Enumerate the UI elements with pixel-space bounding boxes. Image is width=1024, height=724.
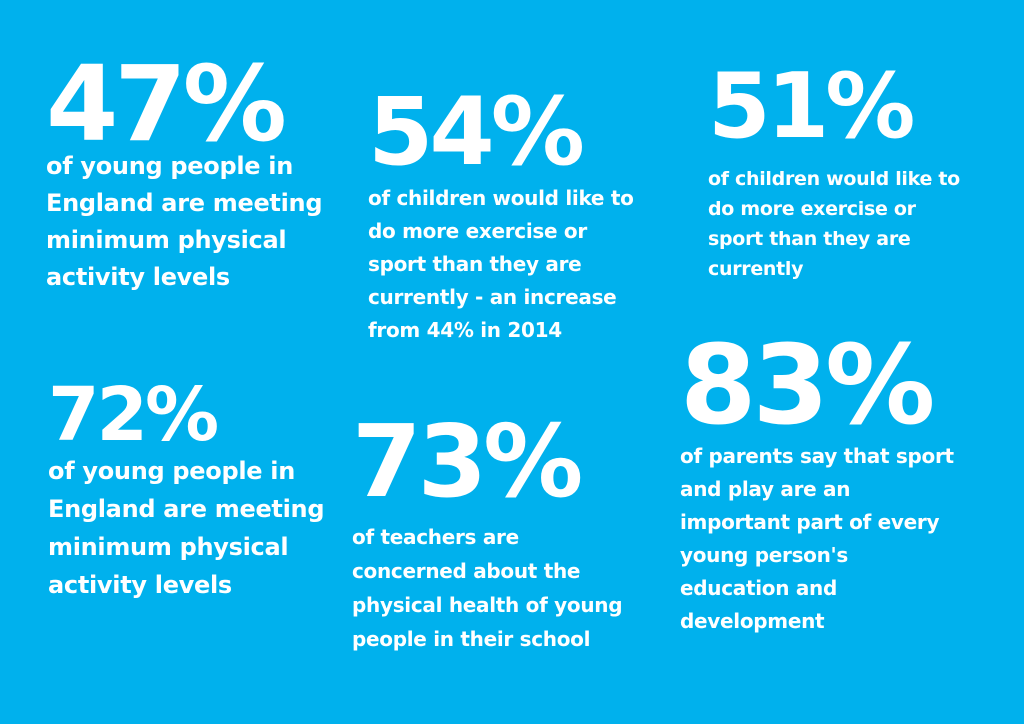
stat-description: of children would like to do more exerci… bbox=[368, 182, 634, 347]
stat-description: of young people in England are meeting m… bbox=[46, 148, 323, 296]
stat-value: 51% bbox=[708, 54, 915, 159]
stat-description-line: and play are an bbox=[680, 477, 851, 501]
stat-description-line: currently - an increase bbox=[368, 285, 617, 309]
stat-description-line: of teachers are bbox=[352, 525, 519, 549]
stat-description-line: development bbox=[680, 609, 825, 633]
stat-description-line: of children would like to bbox=[708, 168, 960, 190]
stat-description-line: physical health of young bbox=[352, 593, 623, 617]
stat-description-line: England are meeting bbox=[46, 189, 323, 217]
stat-value: 47% bbox=[46, 43, 287, 165]
stat-description-line: people in their school bbox=[352, 627, 591, 651]
stat-description-line: activity levels bbox=[46, 263, 230, 291]
stat-description-line: of parents say that sport bbox=[680, 444, 954, 468]
stat-description-line: of young people in bbox=[46, 152, 294, 180]
stat-description: of parents say that sport and play are a… bbox=[680, 440, 954, 638]
stat-description-line: sport than they are bbox=[368, 252, 582, 276]
stat-description-line: minimum physical bbox=[46, 226, 287, 254]
stat-block-73: 73% of teachers are concerned about the … bbox=[352, 403, 623, 656]
stat-description-line: from 44% in 2014 bbox=[368, 318, 562, 342]
stat-value: 54% bbox=[368, 78, 585, 187]
stat-description: of children would like to do more exerci… bbox=[708, 164, 960, 284]
stat-description-line: important part of every bbox=[680, 510, 940, 534]
stat-description-line: of young people in bbox=[48, 457, 296, 485]
stat-block-47: 47% of young people in England are meeti… bbox=[46, 43, 323, 296]
stat-block-83: 83% of parents say that sport and play a… bbox=[680, 330, 954, 638]
stat-description-line: do more exercise or bbox=[708, 198, 916, 220]
stat-description-line: do more exercise or bbox=[368, 219, 587, 243]
stat-description-line: of children would like to bbox=[368, 186, 634, 210]
stat-description: of teachers are concerned about the phys… bbox=[352, 520, 623, 656]
stat-description-line: minimum physical bbox=[48, 533, 289, 561]
stat-description-line: concerned about the bbox=[352, 559, 581, 583]
stat-description-line: education and bbox=[680, 576, 837, 600]
stat-description-line: currently bbox=[708, 258, 804, 280]
stat-block-51: 51% of children would like to do more ex… bbox=[708, 62, 960, 284]
stat-description-line: England are meeting bbox=[48, 495, 325, 523]
stat-description-line: young person's bbox=[680, 543, 848, 567]
stat-value: 72% bbox=[48, 372, 219, 458]
stat-value: 83% bbox=[680, 321, 935, 449]
stat-description-line: sport than they are bbox=[708, 228, 911, 250]
stat-block-54: 54% of children would like to do more ex… bbox=[368, 86, 634, 347]
stat-value: 73% bbox=[352, 403, 583, 520]
stat-description: of young people in England are meeting m… bbox=[48, 452, 325, 604]
stat-description-line: activity levels bbox=[48, 571, 232, 599]
stat-block-72: 72% of young people in England are meeti… bbox=[48, 372, 325, 604]
